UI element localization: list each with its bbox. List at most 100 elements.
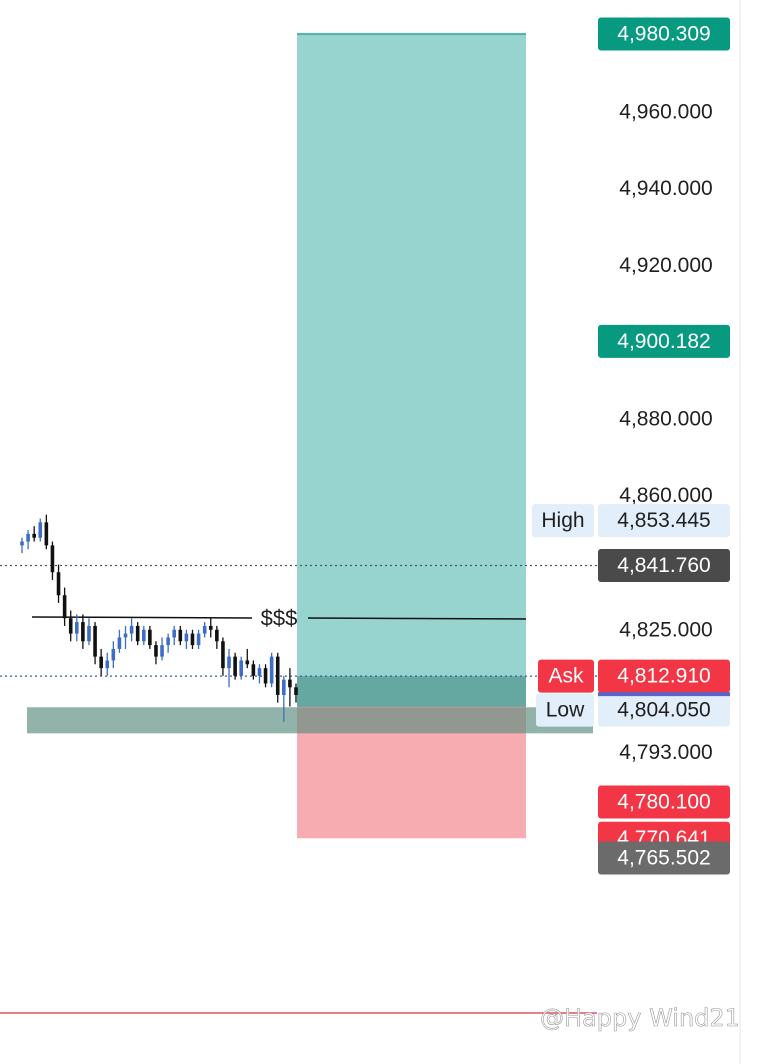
- candle-body: [105, 660, 110, 669]
- profit-zone[interactable]: [297, 34, 526, 677]
- candle-body: [75, 622, 79, 634]
- candle-body: [257, 668, 262, 676]
- candle: [32, 526, 36, 542]
- candle: [208, 618, 213, 638]
- demand-zone[interactable]: [27, 707, 593, 734]
- candle-body: [141, 629, 146, 642]
- candle-body: [44, 522, 49, 546]
- candle-body: [227, 656, 231, 669]
- candle: [68, 610, 73, 642]
- candle-body: [233, 656, 237, 676]
- candle: [20, 537, 24, 554]
- candle-body: [184, 633, 189, 642]
- candle: [221, 637, 225, 676]
- candle: [26, 530, 30, 550]
- candle-body: [123, 633, 128, 638]
- price-badge-last[interactable]: [598, 548, 730, 582]
- y-tick-label: 4,920.000: [619, 254, 712, 277]
- y-tick-label: 4,960.000: [619, 100, 712, 123]
- candle-body: [38, 522, 43, 538]
- candle-body: [190, 633, 195, 646]
- candle: [172, 625, 177, 646]
- candle: [294, 683, 298, 703]
- price-badge-high[interactable]: [598, 504, 730, 538]
- price-tag-low: [536, 693, 594, 727]
- candle-body: [129, 625, 134, 634]
- candle: [117, 629, 122, 653]
- candle-body: [56, 572, 61, 596]
- price-badge-entry-target[interactable]: [598, 324, 730, 358]
- candle: [215, 625, 219, 649]
- candle-body: [196, 633, 201, 646]
- price-badge-low[interactable]: [598, 693, 730, 727]
- candle-body: [62, 595, 67, 619]
- candle: [154, 641, 158, 665]
- candle-body: [208, 625, 213, 630]
- candle: [56, 564, 61, 603]
- candle-body: [172, 629, 177, 638]
- watermark: @Happy Wind21: [540, 1004, 740, 1032]
- candle-body: [68, 618, 73, 634]
- candle: [75, 614, 79, 642]
- candle: [148, 625, 152, 649]
- price-tag-ask: [538, 659, 594, 693]
- price-badge-text-entry-target: 4,900.182: [617, 330, 710, 353]
- candle-body: [154, 645, 158, 657]
- candle: [288, 668, 292, 707]
- candle-body: [99, 656, 103, 669]
- price-badge-tp[interactable]: [598, 17, 730, 51]
- candle: [99, 648, 103, 676]
- candle: [275, 652, 280, 703]
- candle-body: [294, 687, 298, 695]
- price-badge-bottom-gray[interactable]: [598, 841, 730, 875]
- candle: [233, 652, 237, 680]
- candle: [282, 675, 286, 722]
- candle-body: [251, 664, 256, 676]
- candle-body: [178, 629, 183, 642]
- candle: [160, 637, 164, 661]
- high-level-line-right[interactable]: [307, 617, 527, 620]
- candle-body: [26, 533, 30, 542]
- price-tag-text-low: Low: [546, 699, 585, 722]
- candle: [81, 614, 85, 649]
- candle: [87, 618, 91, 646]
- y-tick-label: 4,860.000: [619, 484, 712, 507]
- candle-body: [245, 660, 250, 665]
- candle-body: [135, 625, 140, 642]
- candle-body: [20, 541, 24, 546]
- annotation-0: $$$: [261, 606, 298, 631]
- price-badge-ask[interactable]: [598, 659, 730, 693]
- candle: [245, 648, 250, 669]
- price-tag-high: [532, 504, 594, 538]
- candle-body: [288, 679, 292, 688]
- price-badge-text-low: 4,804.050: [617, 699, 710, 722]
- candle: [105, 652, 110, 676]
- candle-body: [160, 645, 164, 657]
- candle-body: [269, 656, 274, 684]
- candle-body: [263, 668, 268, 684]
- candle-body: [166, 637, 170, 646]
- candle: [62, 587, 67, 626]
- candle: [251, 660, 256, 680]
- candle-body: [111, 648, 116, 661]
- candle-body: [148, 629, 152, 646]
- candle-body: [117, 637, 122, 649]
- candle-body: [87, 625, 91, 642]
- candle: [184, 629, 189, 649]
- candle-body: [239, 660, 243, 676]
- price-badge-text-bottom-gray: 4,765.502: [617, 846, 710, 869]
- high-level-line-left[interactable]: [31, 616, 253, 619]
- price-badge-sl[interactable]: [598, 785, 730, 819]
- price-badge-text-high: 4,853.445: [617, 509, 710, 532]
- candle-body: [221, 641, 225, 669]
- candle-body: [282, 679, 286, 695]
- candle: [44, 514, 49, 550]
- candle: [141, 625, 146, 646]
- candle: [269, 652, 274, 688]
- ask-marker: [598, 692, 730, 697]
- candle-body: [215, 629, 219, 642]
- candle-body: [275, 656, 280, 695]
- price-badge-text-tp: 4,980.309: [617, 23, 710, 46]
- candle: [257, 664, 262, 684]
